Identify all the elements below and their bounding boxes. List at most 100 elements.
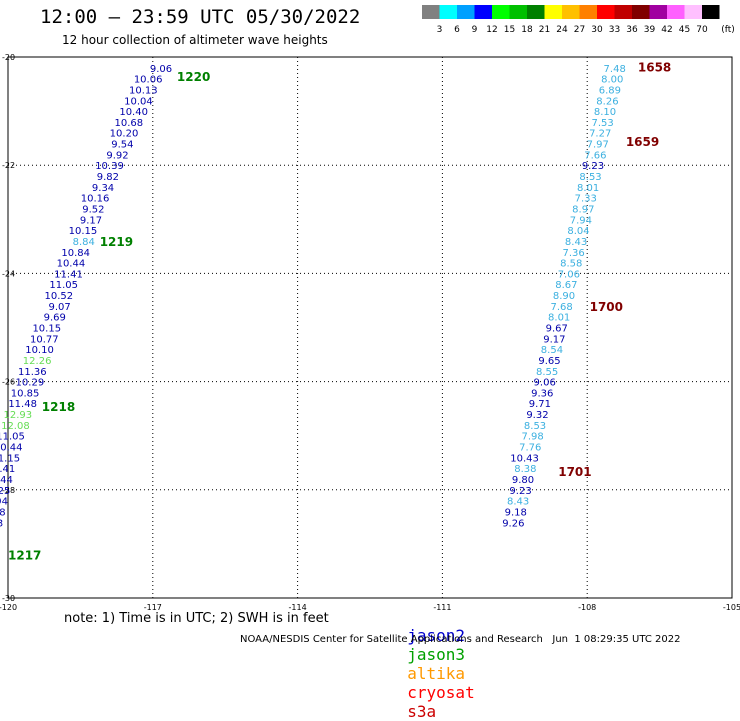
- wave-height-value: 7.98: [521, 432, 543, 443]
- wave-height-value: 7.94: [570, 215, 592, 226]
- wave-height-value: 10.06: [134, 75, 163, 86]
- legend-label: 24: [556, 25, 568, 35]
- wave-height-value: 7.97: [587, 140, 609, 151]
- time-label: 1658: [638, 61, 671, 75]
- wave-height-value: 10.04: [124, 96, 153, 107]
- chart-title: 12:00 — 23:59 UTC 05/30/2022: [40, 6, 361, 28]
- wave-height-value: 8.58: [560, 259, 582, 270]
- legend-swatch: [684, 5, 702, 19]
- wave-height-value: 7.27: [589, 129, 611, 140]
- wave-height-value: 9.36: [531, 388, 553, 399]
- wave-height-value: 10.43: [510, 453, 539, 464]
- wave-height-value: 10.77: [30, 334, 59, 345]
- wave-height-value: 9.23: [509, 486, 531, 497]
- wave-height-value: 9.65: [538, 356, 560, 367]
- wave-height-value: 10.10: [25, 345, 54, 356]
- x-tick-label: -120: [0, 603, 17, 612]
- wave-height-value: 8.67: [555, 280, 577, 291]
- time-label: 1659: [626, 135, 659, 149]
- wave-height-value: 8.26: [596, 96, 618, 107]
- legend-label: 9: [472, 25, 478, 35]
- map-frame: [7, 56, 733, 599]
- wave-height-value: 8.01: [577, 183, 599, 194]
- wave-height-value: 9.92: [106, 150, 128, 161]
- time-label: 1217: [8, 549, 41, 563]
- wave-height-value: 9.06: [534, 378, 556, 389]
- wave-height-value: 10.52: [45, 291, 74, 302]
- wave-height-value: 9.17: [543, 334, 565, 345]
- footer-note: note: 1) Time is in UTC; 2) SWH is in fe…: [64, 611, 329, 626]
- wave-height-value: 12.93: [3, 410, 32, 421]
- wave-height-value: 10.84: [61, 248, 90, 259]
- wave-height-value: 8.10: [594, 107, 616, 118]
- wave-height-value: 10.15: [69, 226, 98, 237]
- wave-height-value: 8.43: [507, 497, 529, 508]
- wave-height-value: 9.71: [529, 399, 551, 410]
- legend-swatch: [457, 5, 475, 19]
- wave-height-value: 9.97: [0, 529, 1, 540]
- wave-height-value: 11.05: [0, 432, 25, 443]
- legend-swatch: [579, 5, 597, 19]
- wave-height-value: 11.48: [8, 399, 37, 410]
- legend-swatch: [544, 5, 562, 19]
- legend-label: 33: [609, 25, 620, 35]
- wave-height-value: 8.01: [548, 313, 570, 324]
- x-tick-label: -117: [144, 603, 162, 612]
- wave-height-value: 9.54: [111, 140, 133, 151]
- wave-height-value: 9.82: [97, 172, 119, 183]
- wave-height-value: 8.43: [565, 237, 587, 248]
- wave-height-value: 8.38: [514, 464, 536, 475]
- legend-swatch: [562, 5, 580, 19]
- wave-height-value: 10.16: [81, 194, 110, 205]
- x-tick-label: -108: [578, 603, 596, 612]
- wave-height-value: 9.17: [80, 215, 102, 226]
- wave-height-value: 10.94: [0, 497, 8, 508]
- color-legend: 3 6 9 12 15 18 21 24 27 30 33 36 39 42 45 70 (ft): [422, 5, 735, 35]
- legend-label: 15: [504, 25, 515, 35]
- wave-height-value: 9.32: [526, 410, 548, 421]
- legend-label: 39: [644, 25, 656, 35]
- wave-height-value: 10.29: [16, 378, 45, 389]
- wave-height-value: 11.05: [49, 280, 78, 291]
- legend-label: 27: [574, 25, 585, 35]
- wave-height-value: 9.67: [546, 324, 568, 335]
- legend-swatch: [614, 5, 632, 19]
- legend-swatch: [527, 5, 545, 19]
- satellite-jason2: jason2: [407, 626, 466, 645]
- wave-height-value: 7.76: [519, 443, 541, 454]
- legend-label: 36: [626, 25, 638, 35]
- y-tick-label: -22: [2, 161, 15, 170]
- wave-height-value: 7.06: [558, 269, 580, 280]
- wave-height-value: 10.85: [11, 388, 40, 399]
- time-label: 1701: [558, 465, 591, 479]
- legend-label: 18: [521, 25, 533, 35]
- wave-height-value: 8.84: [73, 237, 95, 248]
- legend-swatch: [422, 5, 440, 19]
- satellite-s3a: s3a: [407, 702, 437, 721]
- wave-height-value: 9.26: [502, 518, 524, 529]
- legend-label: 12: [486, 25, 497, 35]
- wave-height-value: 12.08: [1, 421, 30, 432]
- wave-height-value: 10.44: [57, 259, 86, 270]
- wave-height-value: 10.39: [95, 161, 124, 172]
- legend-swatch: [492, 5, 510, 19]
- satellite-cryosat: cryosat: [407, 683, 475, 702]
- wave-height-value: 11.15: [0, 453, 20, 464]
- wave-height-value: 9.44: [0, 475, 13, 486]
- time-label: 1220: [177, 70, 210, 84]
- legend-swatch: [509, 5, 527, 19]
- satellite-legend: jason2 jason3 altika cryosat s3a: [388, 607, 475, 721]
- time-label: 1218: [42, 400, 75, 414]
- wave-height-value: 9.06: [150, 64, 172, 75]
- wave-height-value: 11.41: [54, 269, 83, 280]
- wave-height-value: 7.53: [591, 118, 613, 129]
- wave-height-value: 9.80: [512, 475, 534, 486]
- chart-subtitle: 12 hour collection of altimeter wave hei…: [62, 33, 328, 47]
- x-tick-label: -111: [433, 603, 451, 612]
- legend-label: 70: [696, 25, 708, 35]
- y-tick-label: -24: [2, 269, 15, 278]
- wave-height-value: 11.36: [18, 367, 47, 378]
- wave-height-value: 7.48: [604, 64, 626, 75]
- legend-swatch: [649, 5, 667, 19]
- wave-height-value: 9.34: [92, 183, 114, 194]
